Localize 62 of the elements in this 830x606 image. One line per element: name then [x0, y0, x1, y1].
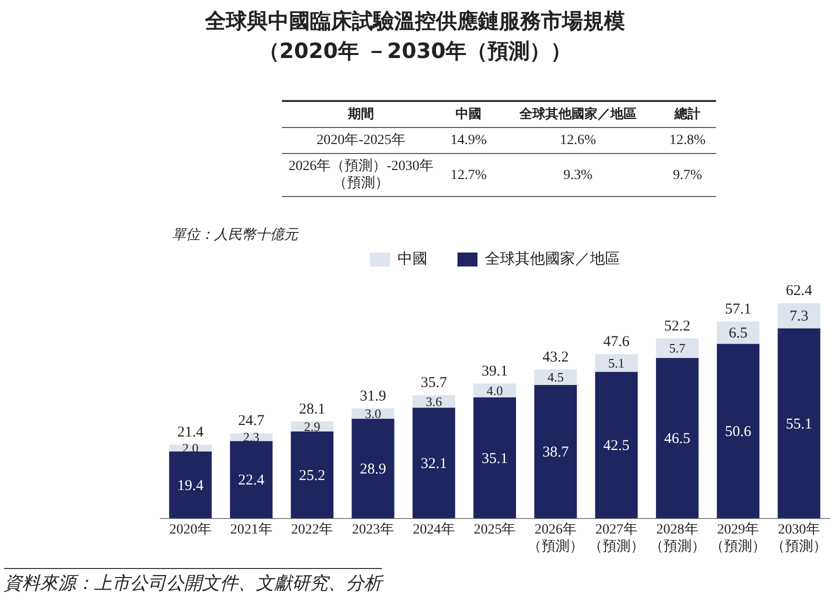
chart-title: 全球與中國臨床試驗溫控供應鏈服務市場規模: [204, 8, 626, 35]
data-label: 5.1: [608, 355, 625, 370]
data-label: 19.4: [177, 478, 204, 494]
data-label: 55.1: [786, 416, 812, 432]
data-label: 46.5: [664, 431, 690, 448]
total-label: 57.1: [725, 301, 752, 318]
total-label: 31.9: [360, 388, 386, 404]
text: 9.7%: [658, 154, 716, 196]
total-label: 24.7: [238, 413, 265, 430]
data-label: 22.4: [238, 472, 265, 489]
x-tick-label: 2022年: [291, 521, 334, 538]
chart-subtitle: （2020年 －2030年（預測））: [257, 38, 573, 65]
source-note: 資料來源：上市公司公開文件、文獻研究、分析: [4, 568, 382, 595]
total-label: 28.1: [299, 401, 326, 418]
y-axis-title: 單位：人民幣十億元: [172, 226, 298, 244]
data-label: 2.9: [304, 418, 320, 434]
total-label: 47.6: [603, 334, 630, 350]
x-tick-label: 2023年: [352, 521, 394, 538]
total-label: 39.1: [482, 364, 508, 380]
data-label: 6.5: [728, 326, 748, 342]
text: 12.7%: [440, 154, 498, 196]
data-label: 2.3: [243, 430, 260, 445]
text: 2020年-2025年: [282, 128, 440, 154]
total-label: 35.7: [420, 375, 448, 392]
data-label: 28.9: [360, 462, 386, 478]
text: 12.8%: [658, 128, 716, 154]
text: 全球其他國家／地區: [497, 101, 659, 128]
text: 總計: [658, 101, 716, 128]
x-tick-label: 2025年: [474, 521, 516, 538]
text: 12.6%: [497, 128, 659, 154]
x-tick-label: 2027年（預測）: [588, 521, 644, 554]
data-label: 4.0: [486, 382, 503, 398]
total-label: 52.2: [664, 318, 690, 334]
legend-label: 中國: [398, 250, 428, 268]
data-label: 50.6: [725, 424, 752, 440]
x-tick-label: 2024年: [412, 521, 455, 538]
total-label: 62.4: [786, 283, 813, 300]
text: 2026年（預測）-2030年（預測）: [282, 154, 440, 196]
text: 期間: [282, 101, 440, 128]
text: 9.3%: [497, 154, 659, 196]
x-tick-label: 2026年（預測）: [528, 521, 584, 554]
x-tick-label: 2028年（預測）: [649, 521, 706, 554]
total-label: 21.4: [177, 424, 204, 441]
x-tick-label: 2020年: [169, 521, 212, 538]
text: 14.9%: [440, 128, 498, 154]
data-label: 2.0: [182, 440, 199, 456]
x-tick-label: 2029年（預測）: [710, 521, 766, 554]
data-label: 38.7: [542, 444, 570, 461]
data-label: 32.1: [420, 456, 447, 472]
data-label: 42.5: [603, 438, 630, 454]
data-label: 7.3: [790, 308, 808, 325]
x-tick-label: 2030年（預測）: [771, 521, 827, 554]
data-label: 5.7: [669, 340, 686, 356]
data-label: 4.5: [547, 370, 564, 385]
text: 中國: [440, 101, 498, 128]
legend-label: 全球其他國家／地區: [485, 250, 620, 268]
data-label: 25.2: [299, 468, 326, 484]
data-label: 3.6: [426, 394, 442, 409]
x-tick-label: 2021年: [230, 521, 272, 538]
data-label: 3.0: [364, 406, 382, 421]
data-label: 35.1: [482, 450, 508, 467]
total-label: 43.2: [542, 349, 569, 366]
